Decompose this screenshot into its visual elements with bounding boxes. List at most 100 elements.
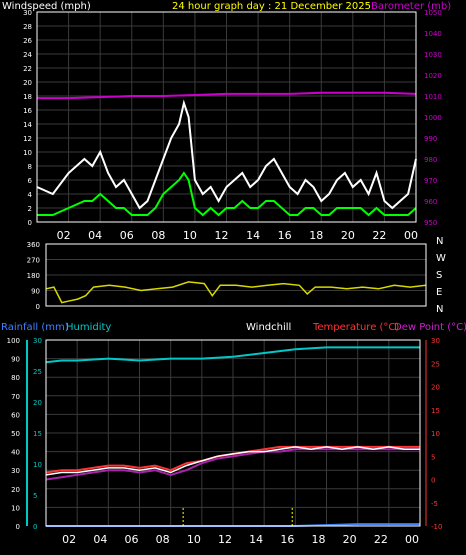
compass-label: E <box>436 287 442 298</box>
temperature-tick-label: 5 <box>431 453 435 461</box>
wind-tick-label: 2 <box>28 205 32 213</box>
temp-x-tick-label: 16 <box>280 533 294 546</box>
barometer-tick-label: 960 <box>424 198 437 206</box>
direction-tick-label: 360 <box>27 241 40 249</box>
wind-tick-label: 10 <box>23 149 32 157</box>
wind-x-tick-label: 16 <box>278 229 292 242</box>
temperature-tick-label: 30 <box>431 337 440 345</box>
wind-x-tick-label: 14 <box>246 229 260 242</box>
humidity-tick-label: 5 <box>33 492 37 500</box>
wind-tick-label: 22 <box>23 65 32 73</box>
wind-tick-label: 16 <box>23 107 32 115</box>
compass-label: N <box>436 236 443 247</box>
temp-x-tick-label: 08 <box>156 533 170 546</box>
direction-tick-label: 0 <box>36 303 40 311</box>
barometer-tick-label: 1050 <box>424 9 442 17</box>
barometer-tick-label: 990 <box>424 135 437 143</box>
barometer-tick-label: 950 <box>424 219 437 227</box>
temperature-tick-label: 0 <box>431 477 435 485</box>
windchill-line <box>45 446 420 476</box>
humidity-tick-label: 25 <box>33 368 42 376</box>
rainfall-tick-label: 10 <box>11 504 20 512</box>
barometer-tick-label: 1020 <box>424 72 442 80</box>
barometer-tick-label: 970 <box>424 177 437 185</box>
barometer-tick-label: 1030 <box>424 51 442 59</box>
wind-tick-label: 20 <box>23 79 32 87</box>
temp-x-tick-label: 12 <box>218 533 232 546</box>
humidity-line <box>45 346 420 364</box>
temp-x-tick-label: 02 <box>62 533 76 546</box>
wind-tick-label: 14 <box>23 121 32 129</box>
temperature-label: Temperature (°C) <box>312 322 399 333</box>
wind-tick-label: 8 <box>28 163 32 171</box>
humidity-tick-label: 0 <box>33 523 37 531</box>
wind-panel-frame <box>36 11 417 223</box>
rainfall-tick-label: 50 <box>11 430 20 438</box>
wind-average-line <box>37 171 417 217</box>
compass-label: N <box>436 304 443 315</box>
rainfall-tick-label: 60 <box>11 411 20 419</box>
temperature-tick-label: -10 <box>431 523 442 531</box>
temperature-tick-label: 10 <box>431 430 440 438</box>
barometer-tick-label: 1000 <box>424 114 442 122</box>
wind-gust-line <box>36 99 417 210</box>
direction-line <box>45 281 427 304</box>
wind-tick-label: 28 <box>23 23 32 31</box>
wind-x-tick-label: 20 <box>341 229 355 242</box>
windchill-label: Windchill <box>246 322 291 333</box>
rainfall-tick-label: 0 <box>16 523 20 531</box>
wind-x-tick-label: 18 <box>309 229 323 242</box>
wind-tick-label: 0 <box>28 219 32 227</box>
humidity-tick-label: 30 <box>33 337 42 345</box>
direction-tick-label: 270 <box>27 257 40 265</box>
temp-x-tick-label: 10 <box>187 533 201 546</box>
temp-x-tick-label: 14 <box>249 533 263 546</box>
wind-tick-label: 18 <box>23 93 32 101</box>
temp-x-tick-label: 04 <box>93 533 107 546</box>
rainfall-tick-label: 30 <box>11 467 20 475</box>
wind-title: Windspeed (mph) <box>2 1 91 12</box>
humidity-tick-label: 10 <box>33 461 42 469</box>
wind-tick-label: 12 <box>23 135 32 143</box>
wind-x-tick-label: 06 <box>120 229 134 242</box>
direction-tick-label: 90 <box>31 288 40 296</box>
compass-label: S <box>436 270 442 281</box>
temp-x-tick-label: 06 <box>125 533 139 546</box>
rainfall-tick-label: 40 <box>11 449 20 457</box>
temperature-tick-label: 25 <box>431 360 440 368</box>
wind-tick-label: 6 <box>28 177 33 185</box>
wind-x-tick-label: 10 <box>183 229 197 242</box>
rainfall-label: Rainfall (mm) <box>1 322 69 333</box>
barometer-tick-label: 1040 <box>424 30 442 38</box>
wind-tick-label: 24 <box>23 51 32 59</box>
humidity-tick-label: 20 <box>33 399 42 407</box>
wind-x-tick-label: 22 <box>372 229 386 242</box>
rainfall-tick-label: 80 <box>11 374 20 382</box>
temp-x-tick-label: 20 <box>343 533 357 546</box>
temperature-tick-label: -5 <box>431 500 438 508</box>
wind-tick-label: 26 <box>23 37 32 45</box>
dewpoint-line <box>45 448 420 481</box>
temperature-panel-frame <box>45 339 421 527</box>
temperature-tick-label: 20 <box>431 384 440 392</box>
barometer-title: Barometer (mb) <box>371 1 451 12</box>
temp-x-tick-label: 22 <box>374 533 388 546</box>
temp-x-tick-label: 18 <box>312 533 326 546</box>
humidity-label: Humidity <box>66 322 111 333</box>
direction-tick-label: 180 <box>27 272 40 280</box>
dewpoint-label: Dew Point (°C) <box>394 322 466 333</box>
wind-x-tick-label: 02 <box>57 229 71 242</box>
temperature-tick-label: 15 <box>431 407 440 415</box>
rainfall-tick-label: 20 <box>11 486 20 494</box>
barometer-tick-label: 980 <box>424 156 437 164</box>
wind-tick-label: 30 <box>23 9 32 17</box>
date-title: 24 hour graph day : 21 December 2025 <box>172 1 371 12</box>
direction-panel-frame <box>45 243 427 307</box>
wind-x-tick-label: 08 <box>151 229 165 242</box>
barometer-line <box>37 91 417 100</box>
rainfall-tick-label: 100 <box>7 337 20 345</box>
